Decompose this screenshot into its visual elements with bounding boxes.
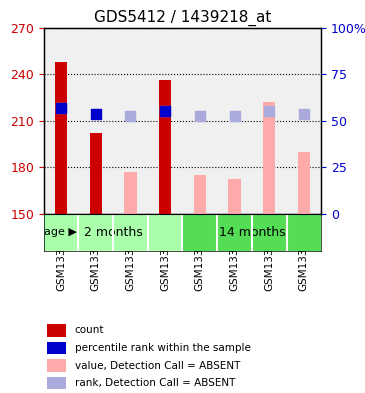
Point xyxy=(197,113,203,119)
Bar xyxy=(124,172,137,213)
Text: 14 months: 14 months xyxy=(219,226,285,239)
Point xyxy=(58,105,64,111)
Bar xyxy=(90,133,102,213)
Bar xyxy=(47,377,66,390)
Point xyxy=(266,108,272,114)
Bar xyxy=(298,152,310,213)
Bar xyxy=(47,359,66,372)
Bar xyxy=(263,102,275,213)
Text: count: count xyxy=(75,325,104,335)
Bar xyxy=(287,28,321,213)
Bar xyxy=(252,28,287,213)
Bar xyxy=(228,180,241,213)
Bar xyxy=(194,175,206,213)
Bar xyxy=(47,342,66,354)
Point xyxy=(231,113,237,119)
Bar xyxy=(159,80,171,213)
Bar xyxy=(113,28,148,213)
Point xyxy=(162,108,168,114)
Text: 2 months: 2 months xyxy=(84,226,142,239)
Point xyxy=(58,105,64,111)
Title: GDS5412 / 1439218_at: GDS5412 / 1439218_at xyxy=(94,10,271,26)
Point xyxy=(127,113,133,119)
Bar xyxy=(217,28,252,213)
Bar xyxy=(182,28,217,213)
Bar xyxy=(78,28,113,213)
Text: percentile rank within the sample: percentile rank within the sample xyxy=(75,343,251,353)
Text: rank, Detection Call = ABSENT: rank, Detection Call = ABSENT xyxy=(75,378,235,388)
Bar xyxy=(182,213,321,251)
Point xyxy=(93,111,99,118)
Bar xyxy=(44,28,78,213)
Point xyxy=(162,108,168,114)
Bar xyxy=(44,213,182,251)
Bar xyxy=(47,324,66,337)
Bar xyxy=(148,28,182,213)
Text: value, Detection Call = ABSENT: value, Detection Call = ABSENT xyxy=(75,361,240,371)
Point xyxy=(301,111,307,118)
Bar xyxy=(55,62,67,213)
Text: age ▶: age ▶ xyxy=(45,227,77,237)
